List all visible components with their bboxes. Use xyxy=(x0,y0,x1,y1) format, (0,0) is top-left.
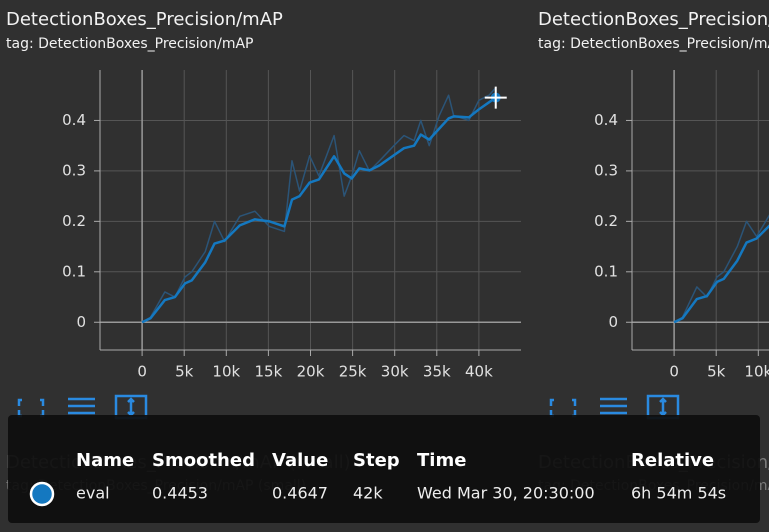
chart-title: DetectionBoxes_Precision/mAP xyxy=(6,9,283,30)
y-tick-label: 0.4 xyxy=(62,111,86,129)
tooltip-cell: 42k xyxy=(353,484,383,503)
x-tick-label: 5k xyxy=(707,363,726,381)
tooltip-header: Smoothed xyxy=(152,450,255,471)
x-tick-label: 10k xyxy=(212,363,240,381)
x-tick-label: 30k xyxy=(381,363,409,381)
tooltip-cell: Wed Mar 30, 20:30:00 xyxy=(417,484,595,503)
x-tick-label: 25k xyxy=(339,363,367,381)
crosshair xyxy=(484,86,507,109)
panel-controls[interactable] xyxy=(17,394,680,420)
x-tick-label: 5k xyxy=(175,363,194,381)
y-tick-label: 0 xyxy=(76,313,86,331)
x-tick-label: 40k xyxy=(465,363,493,381)
y-tick-label: 0.4 xyxy=(594,111,618,129)
charts: DetectionBoxes_Precision/mAP tag: Detecti… xyxy=(6,9,769,381)
raw-line xyxy=(141,87,497,323)
x-tick-label: 0 xyxy=(669,363,679,381)
tooltip-header: Name xyxy=(76,450,134,471)
tooltip-header: Relative xyxy=(631,450,714,471)
y-tick-label: 0.1 xyxy=(62,262,86,280)
toggle-log-button[interactable] xyxy=(600,397,627,415)
series-swatch xyxy=(29,481,55,507)
fit-domain-arrows xyxy=(127,397,135,417)
tooltip-header: Value xyxy=(272,450,328,471)
y-tick-label: 0.2 xyxy=(594,212,618,230)
tooltip-cell: 0.4647 xyxy=(272,484,328,503)
chart-title: DetectionBoxes_Precision/mAP (large) xyxy=(538,9,769,30)
tooltip: Name Smoothed Value Step Time Relative eval 0.4… xyxy=(8,415,760,523)
y-tick-label: 0.3 xyxy=(62,161,86,179)
x-tick-label: 15k xyxy=(255,363,283,381)
x-tick-label: 10k xyxy=(744,363,769,381)
tooltip-cell: eval xyxy=(76,484,110,503)
chart: DetectionBoxes_Precision/mAP (large) tag:… xyxy=(538,9,769,381)
y-tick-label: 0.3 xyxy=(594,161,618,179)
y-tick-label: 0.1 xyxy=(594,262,618,280)
toggle-log-button[interactable] xyxy=(68,397,95,415)
smoothed-line xyxy=(673,224,769,324)
fullscreen-button[interactable] xyxy=(17,398,45,418)
tooltip-cell: 0.4453 xyxy=(152,484,208,503)
smoothed-line xyxy=(141,96,497,324)
fullscreen-button[interactable] xyxy=(549,398,577,418)
y-tick-label: 0.2 xyxy=(62,212,86,230)
chart-subtitle: tag: DetectionBoxes_Precision/mAP xyxy=(6,36,253,52)
raw-line xyxy=(673,214,769,323)
fit-domain-arrows xyxy=(659,397,667,417)
tooltip-cell: 6h 54m 54s xyxy=(631,484,726,503)
x-tick-label: 0 xyxy=(137,363,147,381)
chart-subtitle: tag: DetectionBoxes_Precision/mAP (large… xyxy=(538,36,769,52)
y-tick-label: 0 xyxy=(608,313,618,331)
chart: DetectionBoxes_Precision/mAP tag: Detecti… xyxy=(6,9,521,381)
x-tick-label: 35k xyxy=(423,363,451,381)
tooltip-box xyxy=(8,415,760,523)
tooltip-header: Step xyxy=(353,450,400,471)
x-tick-label: 20k xyxy=(297,363,325,381)
tooltip-header: Time xyxy=(417,450,466,471)
